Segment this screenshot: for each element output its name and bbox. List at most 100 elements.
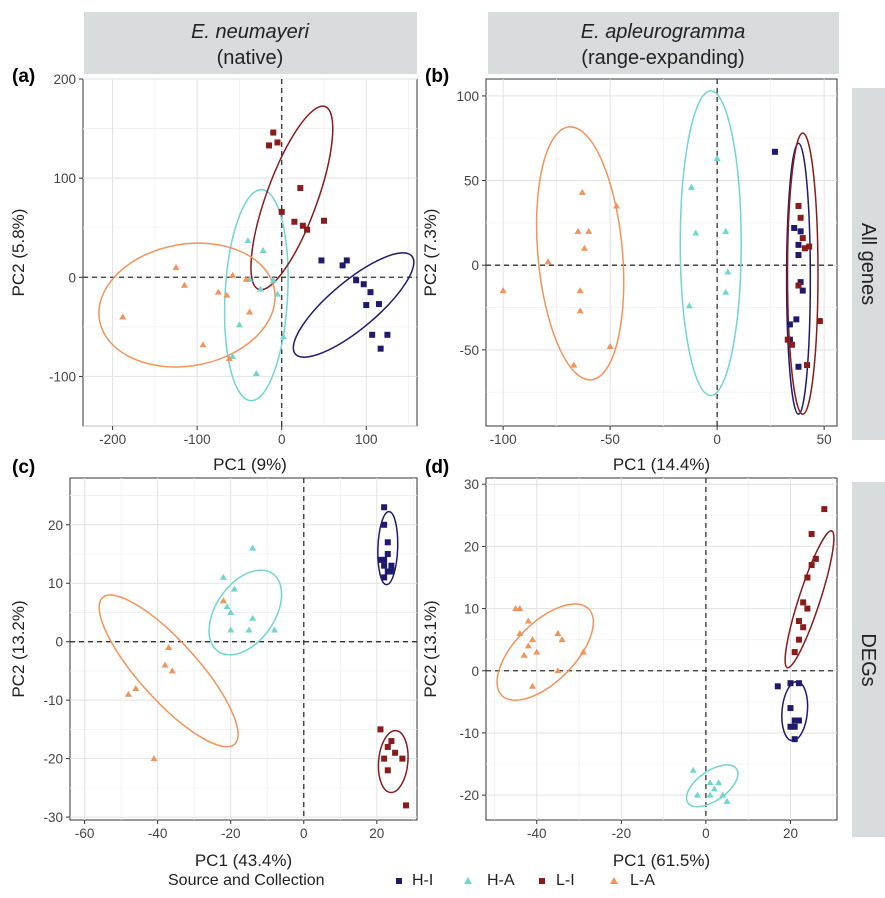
panel-a-point-h-i: [363, 302, 370, 309]
panel-b-point-l-i: [795, 202, 802, 209]
panel-b-label: (b): [425, 66, 449, 87]
panel-b-point-h-a: [724, 268, 732, 275]
legend-key-h-i: [396, 878, 402, 884]
panel-b-point-l-i: [799, 235, 806, 242]
panel-b-point-l-i: [795, 282, 802, 289]
panel-b-point-h-i: [797, 228, 804, 235]
panel-a-x-tick-label: 100: [355, 432, 378, 447]
panel-d-point-h-a: [710, 785, 718, 792]
panel-a-point-h-a: [273, 290, 281, 297]
panel-c-point-l-i: [399, 755, 406, 762]
panel-c-point-h-i: [381, 504, 388, 511]
panel-b-ellipse-h-a: [679, 90, 742, 397]
panel-b-point-l-a: [499, 287, 507, 294]
panel-a-y-tick-label: 100: [53, 171, 76, 186]
panel-a-label: (a): [12, 66, 35, 87]
panel-c-point-l-i: [381, 755, 388, 762]
panel-a-point-h-a: [252, 369, 260, 376]
panel-a-point-l-i: [270, 129, 277, 136]
panel-a-point-h-a: [269, 276, 277, 283]
panel-b-point-l-a: [578, 188, 586, 195]
panel-a-point-h-a: [235, 321, 243, 328]
panel-c-point-l-i: [384, 767, 391, 774]
panel-b-point-l-i: [806, 243, 813, 250]
panel-a-point-h-i: [377, 345, 384, 352]
panel-c-x-tick-label: 20: [369, 826, 384, 841]
panel-b-point-h-i: [791, 224, 798, 231]
panel-a-point-h-i: [375, 301, 382, 308]
panel-d: -40 -20 0 20 -20 -10 0 10 20 30 PC1 (61.5%) PC2 (13…: [421, 457, 838, 870]
panel-d-label: (d): [425, 457, 449, 478]
panel-c-point-l-a: [124, 690, 132, 697]
panel-b-x-tick-label: -50: [600, 432, 620, 447]
panel-b-point-h-i: [786, 321, 793, 328]
panel-c-y-tick-label: 0: [55, 635, 63, 650]
panel-d-point-h-i: [791, 717, 798, 724]
panel-d-point-l-i: [800, 624, 807, 631]
panel-b-point-l-i: [789, 341, 796, 348]
panel-c-point-h-i: [388, 568, 395, 575]
panel-b-y-tick-label: 100: [456, 89, 479, 104]
legend-key-l-i: [539, 878, 545, 884]
legend-label-h-i: H-I: [412, 872, 433, 889]
panel-a-y-tick-label: 200: [53, 72, 76, 87]
panel-a-point-h-i: [318, 257, 325, 264]
panel-d-point-h-i: [791, 723, 798, 730]
panel-b-y-tick-label: -50: [459, 343, 479, 358]
panel-a-point-h-a: [259, 247, 267, 254]
panel-b-point-l-i: [784, 336, 791, 343]
panel-d-point-l-a: [524, 617, 532, 624]
panel-a-point-h-i: [339, 262, 346, 269]
strip-row1: All genes: [852, 88, 885, 440]
panel-c-x-tick-label: -40: [148, 826, 168, 841]
panel-d-y-tick-label: -20: [459, 788, 479, 803]
panel-d-y-tick-label: 20: [464, 539, 479, 554]
panel-c-point-h-a: [219, 573, 227, 580]
panel-b-point-h-i: [799, 287, 806, 294]
panel-d-point-h-i: [787, 705, 794, 712]
panel-a-point-l-a: [172, 263, 180, 270]
panel-c-ellipse-l-a: [98, 594, 239, 748]
legend-label-l-i: L-I: [556, 872, 575, 889]
panel-c-ellipse-h-a: [208, 569, 283, 656]
strip-col1-note: (native): [217, 47, 284, 69]
panel-d-ellipse-l-a: [496, 603, 595, 702]
panel-b-point-l-a: [576, 287, 584, 294]
panel-a-point-l-i: [274, 139, 281, 146]
panel-b-plot-area: [485, 78, 838, 427]
panel-c-y-tick-label: -20: [43, 752, 63, 767]
legend-item-h-a: H-A: [464, 872, 515, 889]
panel-c-x-tick-label: -60: [75, 826, 95, 841]
panel-b-point-l-a: [606, 342, 614, 349]
panel-a-y-tick-label: 0: [68, 270, 76, 285]
panel-b-y-axis-title: PC2 (7.3%): [421, 209, 440, 297]
panel-b-point-l-a: [574, 227, 582, 234]
panel-b-point-h-i: [795, 363, 802, 370]
panel-a-plot-area: [82, 78, 418, 427]
panel-c-point-h-a: [223, 603, 231, 610]
panel-c-point-h-i: [381, 521, 388, 528]
panel-d-y-tick-label: 10: [464, 602, 479, 617]
panel-c-y-tick-label: -30: [43, 810, 63, 825]
panel-d-point-l-a: [529, 682, 537, 689]
panel-d-point-l-a: [516, 605, 524, 612]
panel-a-point-h-i: [369, 331, 376, 338]
panel-a-point-l-a: [119, 313, 127, 320]
panel-d-point-l-i: [795, 636, 802, 643]
panel-c-ellipse-h-i: [377, 510, 399, 586]
panel-d-point-h-i: [791, 736, 798, 743]
panel-d-point-h-a: [693, 791, 701, 798]
panel-d-x-axis-title: PC1 (61.5%): [613, 851, 710, 870]
panel-a-point-l-a: [214, 288, 222, 295]
panel-c-y-tick-label: -10: [43, 693, 63, 708]
panel-d-point-l-i: [821, 506, 828, 513]
panel-a-point-l-a: [180, 281, 188, 288]
panel-d-point-l-i: [804, 574, 811, 581]
strip-row1-label: All genes: [857, 223, 879, 305]
legend-label-h-a: H-A: [487, 872, 515, 889]
panel-a-point-l-i: [278, 208, 285, 215]
panel-c-point-h-i: [377, 556, 384, 563]
panel-d-y-axis-title: PC2 (13.1%): [421, 600, 440, 697]
